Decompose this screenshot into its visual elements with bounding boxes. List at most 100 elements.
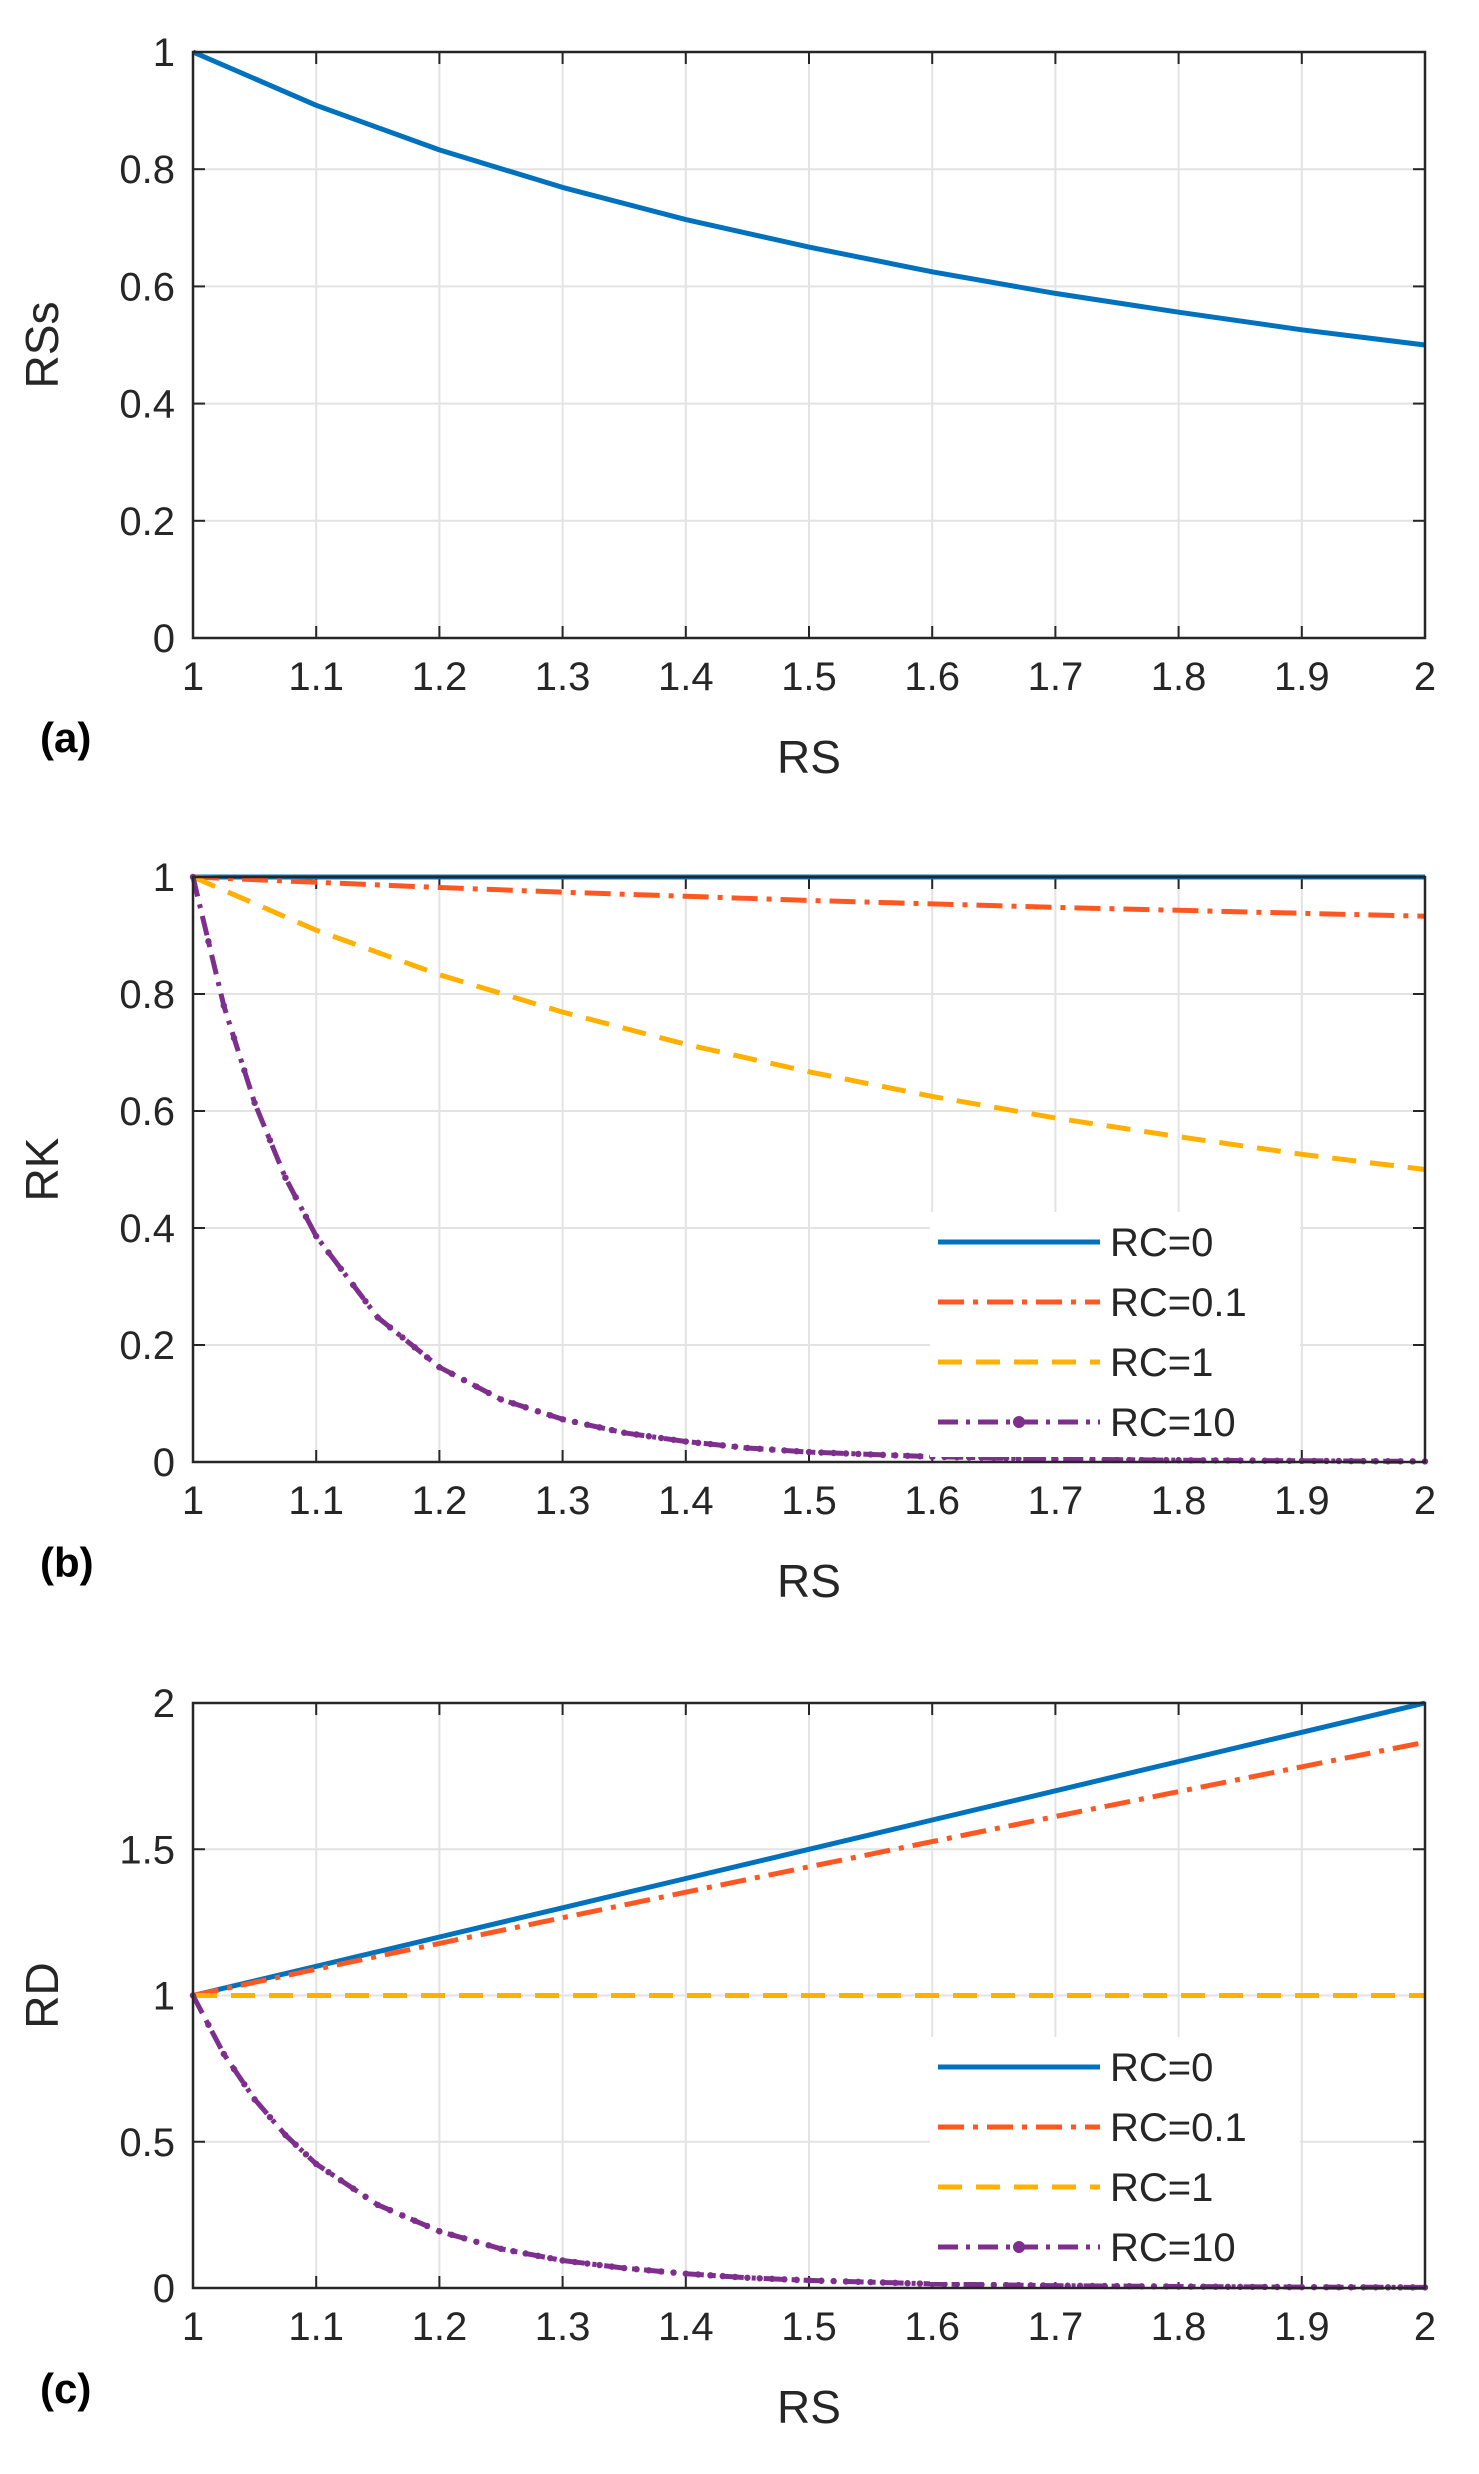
series-marker (230, 2065, 238, 2073)
series-marker (534, 2252, 542, 2260)
series-marker (645, 2267, 653, 2274)
series-marker (205, 938, 212, 945)
series-marker (282, 1174, 289, 1181)
series-marker (781, 1447, 788, 1454)
series-marker (448, 2231, 455, 2238)
axes-box (191, 50, 1427, 640)
x-tick-label: 1.5 (781, 2305, 837, 2349)
legend-marker (1013, 1416, 1025, 1428)
series-marker (302, 1213, 310, 1220)
series-marker (682, 1438, 689, 1445)
y-tick-label: 0.4 (119, 383, 175, 427)
series-marker (374, 1314, 381, 1321)
x-axis-title: RS (777, 731, 841, 783)
axes-box (191, 875, 1427, 1464)
y-tick-label: 1 (153, 31, 175, 75)
series-marker (621, 2264, 628, 2272)
series-marker (731, 1443, 739, 1450)
series-marker (965, 2281, 973, 2288)
y-tick-label: 0.4 (119, 1207, 175, 1251)
x-tick-label: 1.4 (658, 1479, 714, 1523)
series-marker (230, 1034, 238, 1042)
chart-panel-a: 1 1.1 1.2 1.3 1.4 1.5 1.6 1.7 1.8 1.9 2 0 0.2 0.4 0.6 0… (16, 31, 1436, 783)
series-marker (1039, 1455, 1047, 1463)
series-marker (756, 1445, 763, 1452)
series-marker (805, 1448, 813, 1456)
series-marker (805, 2277, 813, 2284)
series-marker (694, 2271, 702, 2278)
x-tick-label: 1.7 (1028, 2305, 1084, 2349)
x-tick-label: 2 (1414, 1479, 1436, 1523)
series-marker (744, 2274, 751, 2281)
series-marker (682, 2270, 689, 2277)
series-marker (571, 1418, 579, 1426)
series-marker (510, 2247, 517, 2255)
legend-label: RC=1 (1110, 1341, 1213, 1385)
x-tick-label: 1.1 (288, 2305, 344, 2349)
series-marker (719, 1442, 726, 1449)
x-tick-label: 2 (1414, 655, 1436, 699)
series-marker (793, 2276, 800, 2284)
series-marker (522, 2250, 529, 2257)
series-marker (842, 2278, 850, 2285)
series-marker (559, 2257, 566, 2264)
series-marker (362, 2193, 369, 2200)
series-marker (670, 2269, 677, 2276)
series-marker (571, 2258, 579, 2266)
y-tick-label: 0.2 (119, 1324, 175, 1368)
x-tick-label: 1.4 (658, 2305, 714, 2349)
series-marker (325, 2168, 332, 2176)
series-marker (855, 1450, 862, 1458)
series-marker (399, 2212, 406, 2219)
y-tick-label: 1 (153, 856, 175, 900)
legend-label: RC=0 (1110, 2046, 1213, 2090)
x-tick-label: 1.1 (288, 1479, 344, 1523)
x-tick-label: 1.5 (781, 1479, 837, 1523)
y-tick-label: 0.2 (119, 500, 175, 544)
series-marker (313, 1232, 320, 1240)
series-marker (497, 2245, 505, 2253)
series-marker (707, 2272, 714, 2279)
y-tick-label: 0 (153, 617, 175, 661)
legend-label: RC=1 (1110, 2166, 1213, 2210)
legend-label: RC=0.1 (1110, 1281, 1247, 1325)
series-marker (411, 1344, 418, 1351)
x-tick-label: 1.2 (412, 655, 468, 699)
y-axis-title: RD (16, 1962, 68, 2028)
x-tick-label: 1.7 (1028, 1479, 1084, 1523)
series-marker (953, 2281, 961, 2288)
series-marker (929, 2280, 936, 2288)
series-marker (781, 2276, 788, 2283)
series-marker (904, 2280, 911, 2287)
series-marker (744, 1444, 751, 1452)
series-marker (325, 1249, 332, 1256)
x-tick-label: 1 (182, 1479, 204, 1523)
x-tick-label: 1.9 (1274, 2305, 1330, 2349)
series-marker (694, 1439, 702, 1447)
series-marker (731, 2273, 739, 2281)
x-axis-title: RS (777, 1555, 841, 1607)
y-tick-label: 1.5 (119, 1828, 175, 1872)
x-tick-label: 1.2 (412, 1479, 468, 1523)
series-line-rc10 (190, 876, 1426, 1464)
x-tick-label: 1.5 (781, 655, 837, 699)
series-marker (423, 1354, 431, 1361)
series-line-rss (192, 49, 1426, 348)
legend-box (930, 1212, 1300, 1457)
series-marker (842, 1450, 850, 1457)
legend: RC=0 RC=0.1 RC=1 RC=10 (930, 2037, 1300, 2282)
x-tick-label: 1 (182, 2305, 204, 2349)
x-tick-label: 1.8 (1151, 2305, 1207, 2349)
series-marker (657, 1434, 665, 1442)
series-marker (547, 2254, 554, 2262)
series-marker (282, 2131, 289, 2139)
series-marker (670, 1436, 677, 1443)
x-tick-label: 1.4 (658, 655, 714, 699)
series-line-rc0.1 (192, 1739, 1426, 1998)
y-tick-label: 1 (153, 1975, 175, 2019)
chart-panel-b: 1 1.1 1.2 1.3 1.4 1.5 1.6 1.7 1.8 1.9 2 0 0.2 0.4 0.6 0… (16, 856, 1436, 1607)
series-marker (621, 1429, 628, 1436)
y-tick-label: 0.6 (119, 265, 175, 309)
series-marker (460, 1376, 468, 1384)
series-marker (793, 1448, 800, 1455)
